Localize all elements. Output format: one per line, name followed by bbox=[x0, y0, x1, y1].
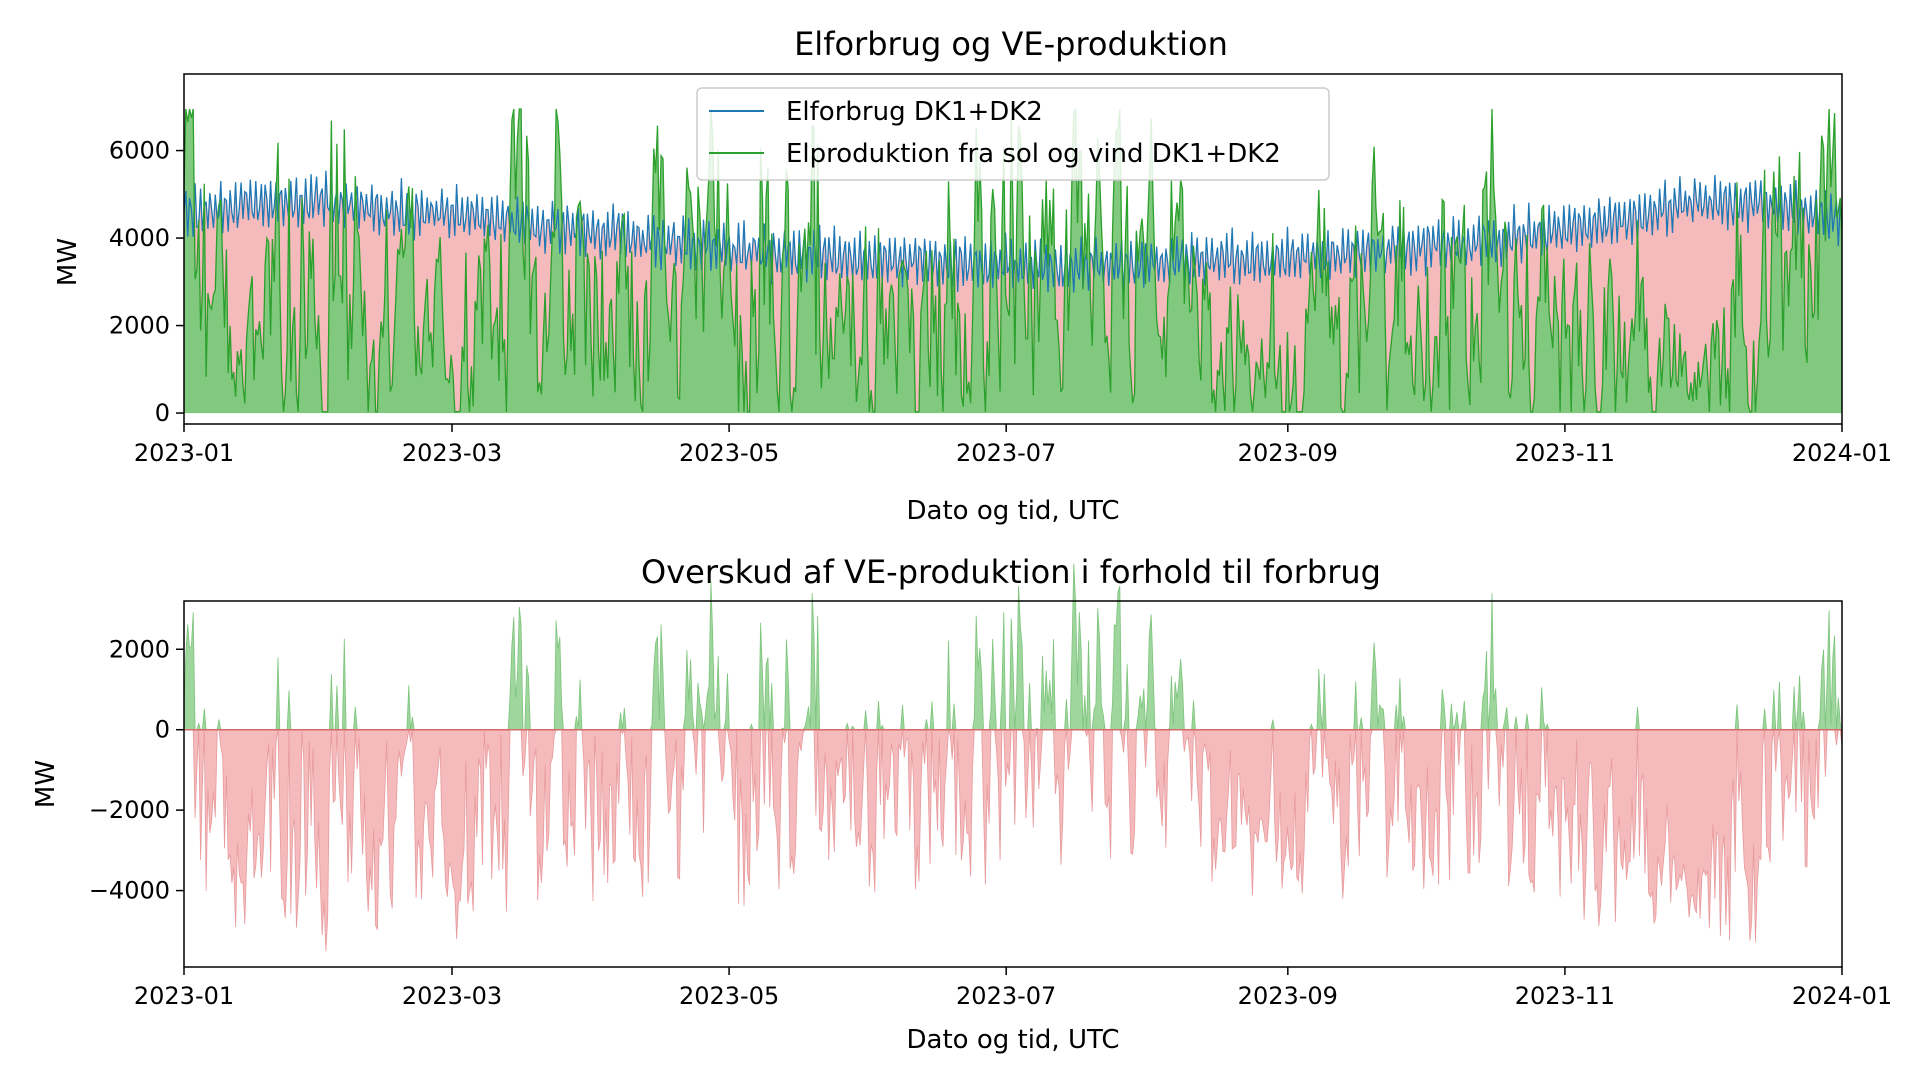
chart-title: Overskud af VE-produktion i forhold til … bbox=[641, 553, 1381, 591]
y-tick-label: −2000 bbox=[89, 796, 170, 824]
y-axis-ticks: 2000 0 −2000 −4000 bbox=[89, 635, 184, 905]
y-tick-label: −4000 bbox=[89, 877, 170, 905]
legend: Elforbrug DK1+DK2 Elproduktion fra sol o… bbox=[696, 87, 1330, 181]
x-tick-label: 2023-09 bbox=[1238, 982, 1338, 1010]
panel-surplus: Overskud af VE-produktion i forhold til … bbox=[31, 553, 1892, 1055]
x-tick-label: 2023-07 bbox=[956, 439, 1056, 467]
x-tick-label: 2023-05 bbox=[679, 982, 779, 1010]
y-axis-ticks: 0 2000 4000 6000 bbox=[109, 137, 184, 427]
x-tick-label: 2023-07 bbox=[956, 982, 1056, 1010]
series-line-consumption bbox=[183, 170, 1843, 295]
bottom-fill-layer bbox=[183, 563, 1843, 952]
legend-box bbox=[696, 87, 1330, 181]
y-tick-label: 4000 bbox=[109, 224, 170, 252]
x-tick-label: 2023-09 bbox=[1238, 439, 1338, 467]
deficit-area bbox=[184, 729, 1843, 952]
x-tick-label: 2023-03 bbox=[402, 982, 502, 1010]
panel-consumption-production: Elforbrug og VE-produktion 2023-01 2023-0… bbox=[53, 25, 1892, 526]
y-tick-label: 0 bbox=[155, 399, 170, 427]
series-line-production bbox=[183, 106, 1843, 413]
legend-label-production: Elproduktion fra sol og vind DK1+DK2 bbox=[786, 139, 1281, 169]
chart-title: Elforbrug og VE-produktion bbox=[794, 25, 1228, 63]
x-tick-label: 2023-11 bbox=[1515, 982, 1615, 1010]
y-tick-label: 2000 bbox=[109, 635, 170, 663]
x-tick-label: 2023-05 bbox=[679, 439, 779, 467]
x-tick-label: 2023-01 bbox=[134, 982, 234, 1010]
x-axis-label: Dato og tid, UTC bbox=[907, 1025, 1120, 1055]
x-tick-label: 2023-11 bbox=[1515, 439, 1615, 467]
top-line-layer bbox=[183, 106, 1843, 413]
x-tick-label: 2023-01 bbox=[134, 439, 234, 467]
plot-frame bbox=[183, 73, 1843, 425]
y-tick-label: 6000 bbox=[109, 137, 170, 165]
y-tick-label: 2000 bbox=[109, 312, 170, 340]
plot-frame bbox=[183, 600, 1843, 968]
x-tick-label: 2023-03 bbox=[402, 439, 502, 467]
y-tick-label: 0 bbox=[155, 716, 170, 744]
x-tick-label: 2024-01 bbox=[1792, 439, 1892, 467]
y-axis-label: MW bbox=[31, 760, 61, 808]
legend-label-consumption: Elforbrug DK1+DK2 bbox=[786, 97, 1043, 127]
x-axis-label: Dato og tid, UTC bbox=[907, 496, 1120, 526]
x-axis-ticks: 2023-01 2023-03 2023-05 2023-07 2023-09 2023-… bbox=[134, 424, 1892, 467]
x-tick-label: 2024-01 bbox=[1792, 982, 1892, 1010]
x-axis-ticks: 2023-01 2023-03 2023-05 2023-07 2023-09 2023-… bbox=[134, 967, 1892, 1010]
y-axis-label: MW bbox=[53, 238, 83, 286]
